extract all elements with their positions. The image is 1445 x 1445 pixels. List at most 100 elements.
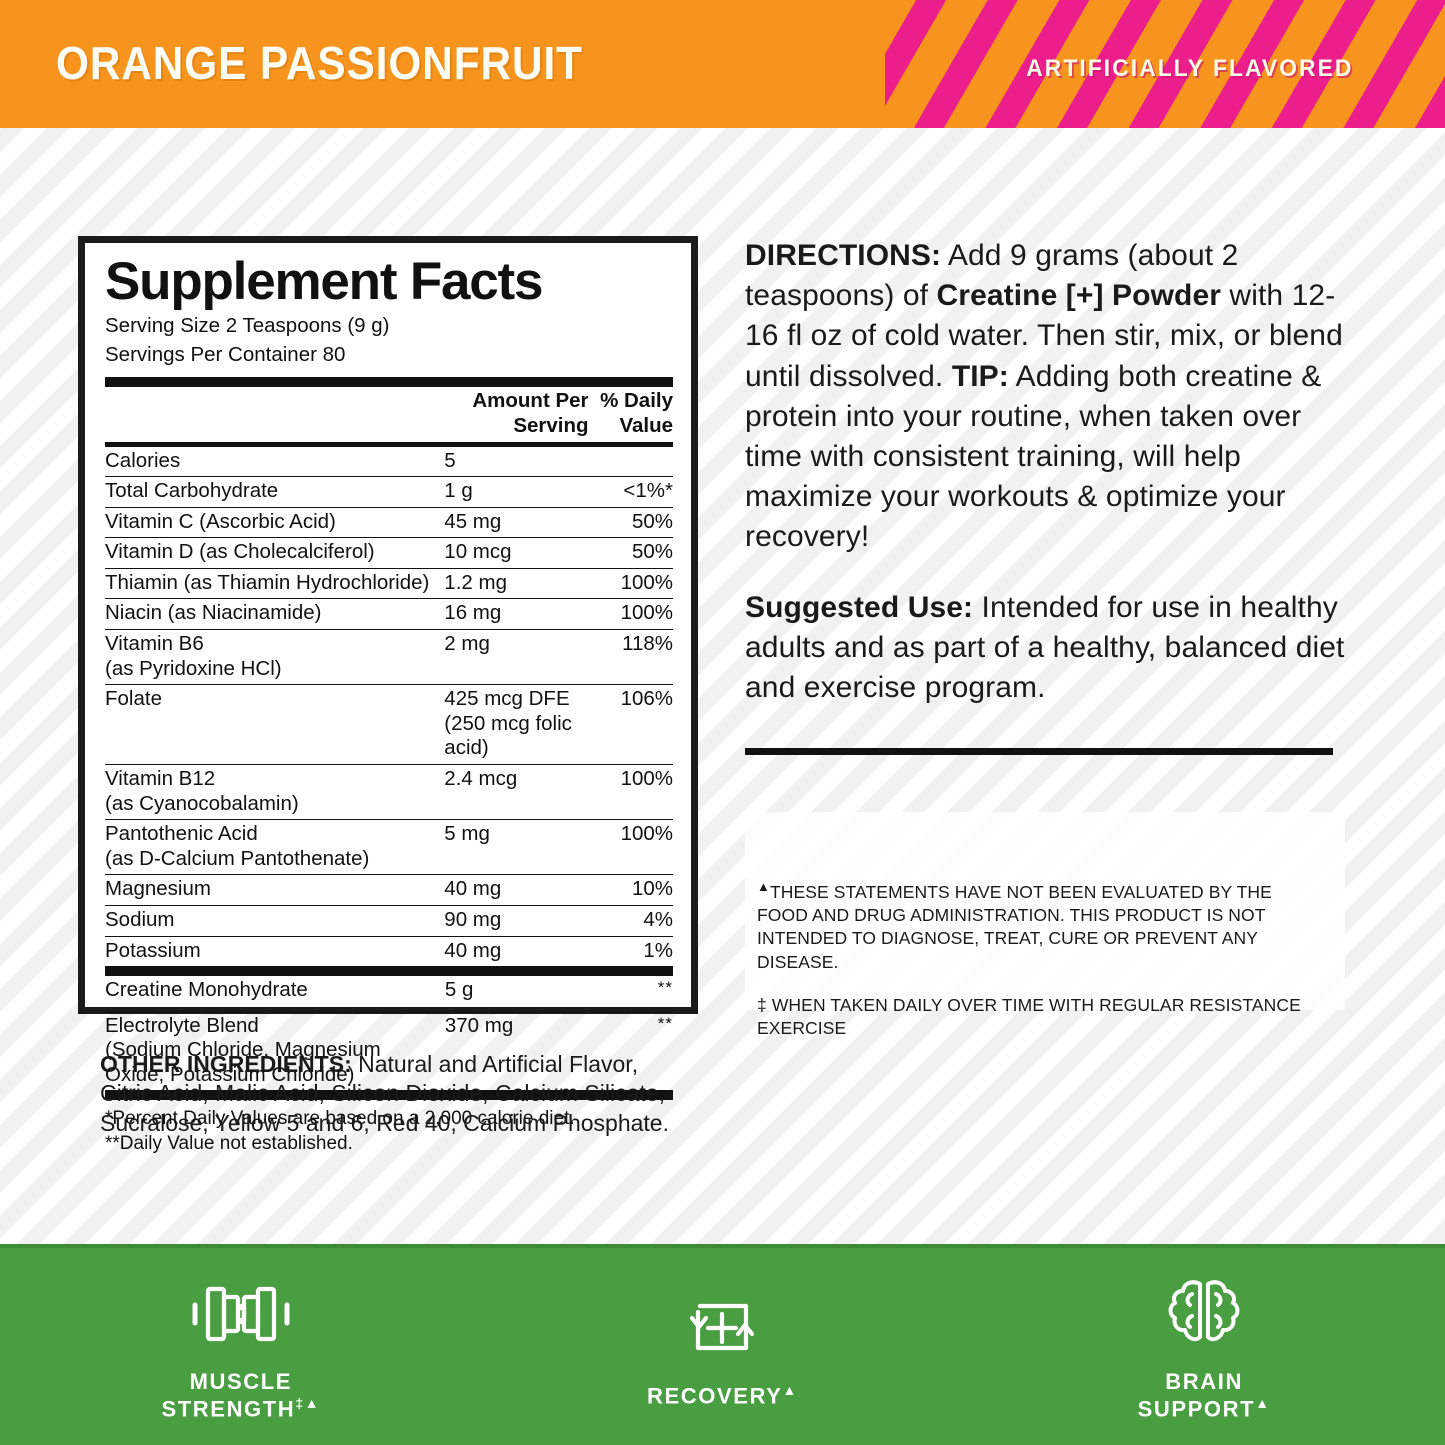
benefits-footer: MUSCLE STRENGTH‡▲ RECOVERY▲ bbox=[0, 1244, 1445, 1445]
divider-thick-blend bbox=[105, 966, 673, 977]
nutrient-daily-value: 10% bbox=[589, 874, 673, 907]
banner-gradient-fade bbox=[0, 0, 140, 128]
nutrient-amount: 5 mg bbox=[444, 819, 590, 876]
header-spacer bbox=[105, 387, 440, 441]
servings-per-container: Servings Per Container 80 bbox=[105, 343, 346, 367]
blend-amount: 370 mg bbox=[444, 1013, 514, 1037]
nutrient-amount: 425 mcg DFE (250 mcg folic acid) bbox=[444, 684, 590, 766]
nutrient-amount: 90 mg bbox=[444, 905, 590, 937]
fda-disclaimer-text: THESE STATEMENTS HAVE NOT BEEN EVALUATED… bbox=[757, 881, 1272, 972]
nutrient-name: Magnesium bbox=[105, 874, 445, 907]
table-row: Sodium 90 mg 4% bbox=[105, 905, 673, 937]
suggested-use-text: Intended for use in healthy adults and a… bbox=[745, 590, 1345, 704]
nutrient-daily-value: 50% bbox=[589, 507, 673, 539]
nutrient-daily-value: <1%* bbox=[589, 476, 673, 508]
supplement-facts-panel: Supplement Facts Serving Size 2 Teaspoon… bbox=[78, 236, 698, 1154]
nutrient-amount-secondary: (250 mcg folic acid) bbox=[444, 711, 572, 760]
nutrient-name: Sodium bbox=[105, 905, 445, 937]
table-row: Thiamin (as Thiamin Hydrochloride) 1.2 mg… bbox=[105, 568, 673, 600]
nutrient-amount: 1 g bbox=[444, 476, 590, 508]
table-header-row: Amount Per Serving % Daily Value bbox=[105, 387, 673, 441]
flavor-banner: ORANGE PASSIONFRUIT ARTIFICIALLY FLAVORE… bbox=[0, 0, 1445, 128]
nutrient-name: Calories bbox=[105, 446, 445, 478]
nutrient-daily-value: 106% bbox=[589, 684, 673, 766]
nutrient-daily-value: 100% bbox=[589, 568, 673, 600]
blend-name: Creatine Monohydrate bbox=[105, 976, 445, 1012]
table-row: Vitamin C (Ascorbic Acid) 45 mg 50% bbox=[105, 507, 673, 539]
benefit-superscript: ▲ bbox=[782, 1381, 798, 1398]
table-row: Calories 5 bbox=[105, 446, 673, 478]
table-row: Potassium 40 mg 1% bbox=[105, 936, 673, 966]
artificially-flavored-badge: ARTIFICIALLY FLAVORED bbox=[1025, 55, 1353, 82]
directions-block: DIRECTIONS: Add 9 grams (about 2 teaspoo… bbox=[745, 236, 1345, 558]
tip-label: TIP: bbox=[951, 359, 1009, 393]
directions-part2: with 12-16 fl oz of cold water. Then sti… bbox=[745, 279, 1343, 393]
nutrient-daily-value: 100% bbox=[589, 764, 673, 821]
nutrient-daily-value: 118% bbox=[589, 629, 673, 686]
benefit-label-recovery: RECOVERY▲ bbox=[562, 1382, 882, 1409]
supplement-facts-title: Supplement Facts bbox=[105, 252, 543, 311]
nutrient-subname: (as Pyridoxine HCl) bbox=[105, 656, 282, 680]
nutrient-amount: 5 bbox=[444, 446, 590, 478]
blend-daily-value: ** bbox=[657, 1013, 673, 1033]
nutrient-amount: 40 mg bbox=[444, 874, 590, 907]
resistance-mark-icon: ‡ bbox=[757, 994, 767, 1015]
resistance-disclaimer: ‡ WHEN TAKEN DAILY OVER TIME WITH REGULA… bbox=[757, 994, 1327, 1041]
serving-size: Serving Size 2 Teaspoons (9 g) bbox=[105, 314, 390, 338]
nutrient-rows-table: Calories 5 Total Carbohydrate 1 g <1%* Vitami… bbox=[105, 446, 673, 967]
nutrient-daily-value: 4% bbox=[589, 905, 673, 937]
nutrient-amount: 1.2 mg bbox=[444, 568, 590, 600]
table-row: Vitamin B6 (as Pyridoxine HCl) 2 mg 118% bbox=[105, 629, 673, 686]
nutrient-name: Thiamin (as Thiamin Hydrochloride) bbox=[105, 568, 445, 600]
footnote-not-established: **Daily Value not established. bbox=[105, 1132, 353, 1154]
nutrient-name: Vitamin C (Ascorbic Acid) bbox=[105, 507, 445, 539]
disclaimer-card bbox=[745, 812, 1345, 1010]
table-row: Electrolyte Blend (Sodium Chloride, Magne… bbox=[105, 1011, 673, 1090]
header-percent-daily-value: % Daily Value bbox=[600, 389, 673, 437]
fda-mark-icon: ▲ bbox=[757, 879, 770, 894]
blend-name: Electrolyte Blend (Sodium Chloride, Magne… bbox=[105, 1011, 445, 1090]
table-row: Niacin (as Niacinamide) 16 mg 100% bbox=[105, 598, 673, 631]
nutrient-name: Potassium bbox=[105, 938, 201, 962]
pink-stripes-pattern bbox=[885, 0, 1445, 128]
table-row: Magnesium 40 mg 10% bbox=[105, 874, 673, 907]
nutrient-amount: 40 mg bbox=[444, 938, 502, 962]
nutrient-name: Niacin (as Niacinamide) bbox=[105, 598, 445, 631]
brain-icon bbox=[1044, 1271, 1364, 1357]
blend-daily-value: ** bbox=[590, 976, 673, 1012]
table-row: Creatine Monohydrate 5 g ** bbox=[105, 976, 673, 1012]
nutrient-subname: (as Cyanocobalamin) bbox=[105, 791, 299, 815]
nutrient-name: Vitamin B6 (as Pyridoxine HCl) bbox=[105, 629, 445, 686]
nutrient-daily-value bbox=[589, 446, 673, 478]
benefit-muscle-strength: MUSCLE STRENGTH‡▲ bbox=[81, 1271, 401, 1422]
divider-thick-bottom bbox=[105, 1090, 673, 1101]
benefit-label-muscle-strength: MUSCLE STRENGTH‡▲ bbox=[81, 1369, 401, 1422]
nutrient-amount: 2.4 mcg bbox=[444, 764, 590, 821]
other-ingredients-label: OTHER INGREDIENTS: bbox=[100, 1051, 352, 1077]
benefit-superscript: ‡▲ bbox=[295, 1394, 321, 1411]
benefit-line1: MUSCLE bbox=[189, 1368, 293, 1394]
nutrient-daily-value: 100% bbox=[589, 819, 673, 876]
nutrient-amount: 16 mg bbox=[444, 598, 590, 631]
nutrient-name: Vitamin B12 (as Cyanocobalamin) bbox=[105, 764, 445, 821]
header-amount-per-serving: Amount Per Serving bbox=[472, 389, 589, 437]
flavor-title: ORANGE PASSIONFRUIT bbox=[56, 37, 583, 89]
other-ingredients-text: Natural and Artificial Flavor, Citric Ac… bbox=[100, 1051, 669, 1136]
nutrient-name: Vitamin D (as Cholecalciferol) bbox=[105, 537, 445, 569]
suggested-use-block: Suggested Use: Intended for use in healt… bbox=[745, 588, 1345, 709]
right-column: DIRECTIONS: Add 9 grams (about 2 teaspoo… bbox=[745, 236, 1345, 756]
nutrient-name: Folate bbox=[105, 684, 445, 766]
nutrient-daily-value: 50% bbox=[589, 537, 673, 569]
suggested-use-label: Suggested Use: bbox=[745, 590, 974, 624]
divider-right-column bbox=[745, 748, 1333, 756]
nutrient-daily-value: 1% bbox=[643, 938, 673, 962]
table-row: Vitamin B12 (as Cyanocobalamin) 2.4 mcg 100… bbox=[105, 764, 673, 821]
benefit-superscript: ▲ bbox=[1255, 1394, 1271, 1411]
benefit-line1: RECOVERY bbox=[647, 1383, 783, 1409]
table-row: Folate 425 mcg DFE (250 mcg folic acid) 106… bbox=[105, 684, 673, 766]
benefit-brain-support: BRAIN SUPPORT▲ bbox=[1044, 1271, 1364, 1422]
benefit-line2: STRENGTH bbox=[161, 1396, 296, 1422]
tip-text: Adding both creatine & protein into your… bbox=[745, 359, 1322, 554]
nutrient-amount: 2 mg bbox=[444, 629, 590, 686]
product-name: Creatine [+] Powder bbox=[936, 279, 1221, 313]
